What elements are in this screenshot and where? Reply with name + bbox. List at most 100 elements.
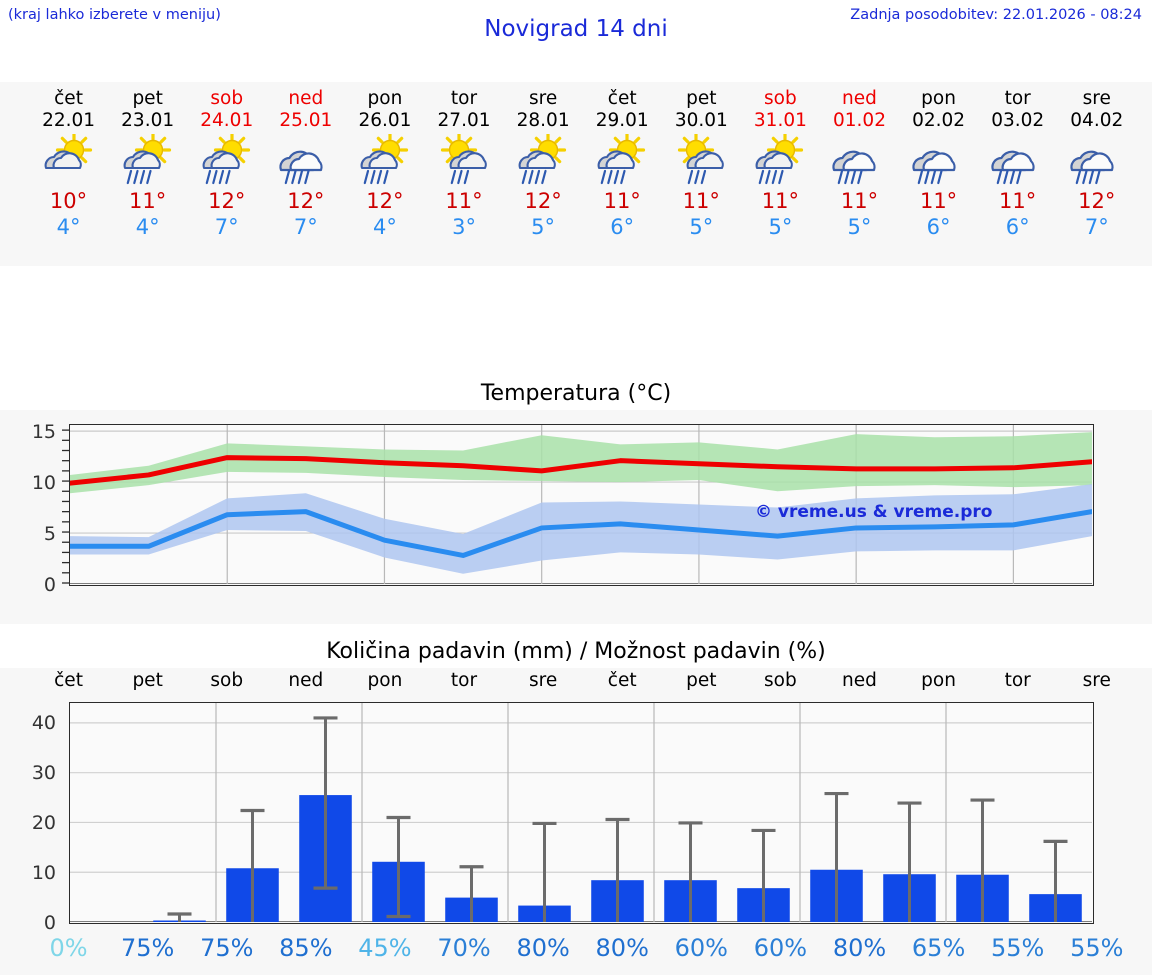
forecast-day-column[interactable]: čet 22.01 10° 4°: [29, 82, 108, 266]
temperature-y-tick-label: 15: [31, 420, 56, 443]
day-date: 01.02: [833, 110, 886, 131]
precipitation-probability-value: 55%: [1070, 934, 1124, 962]
precipitation-probability-value: 75%: [200, 934, 254, 962]
day-name: čet: [54, 88, 83, 109]
day-name: sob: [210, 88, 244, 109]
day-name: sre: [1082, 88, 1111, 109]
day-date: 26.01: [358, 110, 412, 131]
weather-icon-wrapper: [266, 132, 345, 188]
weather-icon-wrapper: [662, 132, 741, 188]
precipitation-day-label: pon: [921, 670, 956, 691]
weather-icon-wrapper: [1057, 132, 1136, 188]
weather-icon-wrapper: [899, 132, 978, 188]
precipitation-probability-value: 80%: [516, 934, 570, 962]
precipitation-y-tick-label: 10: [31, 861, 56, 884]
day-name: sob: [764, 88, 797, 109]
min-temperature: 5°: [768, 215, 793, 239]
precipitation-day-label: pon: [367, 670, 403, 691]
precipitation-probability-value: 60%: [674, 934, 728, 962]
cloud-shape: [991, 150, 1035, 172]
forecast-day-column[interactable]: tor 27.01 11° 3°: [424, 82, 503, 266]
blank-separator: [0, 266, 1152, 378]
sun-cloud-rain-icon: [440, 134, 487, 185]
cloud-shape: [755, 150, 794, 170]
weather-icon-wrapper: [345, 132, 424, 188]
forecast-day-column[interactable]: sre 04.02 12° 7°: [1057, 82, 1136, 266]
rain-cloud-icon: [1070, 150, 1114, 185]
weather-icon-wrapper: [741, 132, 820, 188]
forecast-day-column[interactable]: čet 29.01 11° 6°: [583, 82, 662, 266]
precipitation-probability-value: 45%: [358, 934, 412, 962]
max-temperature: 11°: [129, 189, 167, 213]
precipitation-day-label: čet: [54, 670, 83, 691]
precipitation-y-tick-label: 20: [31, 811, 56, 834]
daily-forecast-columns: čet 22.01 10° 4° pet 23.01 11° 4° sob 24.01 12° 7° n…: [0, 82, 1152, 266]
last-updated-text: Zadnja posodobitev: 22.01.2026 - 08:24: [850, 7, 1142, 23]
sun-behind-rain-cloud-icon: [755, 134, 804, 185]
max-temperature: 12°: [524, 189, 562, 213]
forecast-day-column[interactable]: ned 25.01 12° 7°: [266, 82, 345, 266]
forecast-day-column[interactable]: sre 28.01 12° 5°: [504, 82, 583, 266]
max-temperature: 11°: [682, 189, 720, 213]
min-temperature: 5°: [689, 215, 714, 239]
cloud-shape: [279, 150, 323, 172]
forecast-day-column[interactable]: pon 26.01 12° 4°: [345, 82, 424, 266]
rain-cloud-icon: [991, 150, 1035, 185]
temperature-y-tick-label: 10: [31, 471, 56, 494]
precipitation-chart-section: Količina padavin (mm) / Možnost padavin …: [0, 636, 1152, 975]
cloud-shape: [360, 150, 398, 170]
watermark-text: © vreme.us & vreme.pro: [755, 502, 993, 522]
page-header: (kraj lahko izberete v meniju) Novigrad …: [0, 0, 1152, 60]
precipitation-day-labels: čet pet sob ned pon tor sre čet pet sob ned pon tor s…: [0, 670, 1152, 696]
weather-icon-wrapper: [820, 132, 899, 188]
sun-behind-rain-cloud-icon: [202, 134, 250, 185]
temperature-plot-area: [67, 424, 1095, 586]
precipitation-probability-value: 70%: [437, 934, 491, 962]
precipitation-day-label: čet: [607, 670, 637, 691]
cloud-shape: [1070, 150, 1114, 172]
spacer-column: [0, 670, 29, 696]
min-temperature: 4°: [56, 215, 81, 239]
weather-icon-wrapper: [978, 132, 1057, 188]
forecast-day-column[interactable]: ned 01.02 11° 5°: [820, 82, 899, 266]
day-date: 03.02: [991, 110, 1045, 131]
precipitation-y-tick-label: 30: [31, 762, 56, 785]
cloud-shape: [518, 150, 556, 170]
forecast-day-column[interactable]: sob 31.01 11° 5°: [741, 82, 820, 266]
precipitation-probability-value: 60%: [753, 934, 808, 962]
day-name: ned: [842, 88, 877, 109]
cloud-shape: [449, 150, 487, 170]
min-temperature: 6°: [1005, 215, 1030, 239]
day-name: tor: [450, 88, 478, 109]
cloud-shape: [686, 150, 725, 170]
precipitation-probability-value: 80%: [595, 934, 649, 962]
sun-behind-rain-cloud-icon: [518, 134, 567, 185]
temperature-chart-title: Temperatura (°C): [0, 378, 1152, 410]
rain-cloud-icon: [911, 150, 956, 185]
day-date: 02.02: [912, 110, 966, 131]
precipitation-plot-svg: [70, 703, 1092, 923]
day-date: 28.01: [516, 110, 570, 131]
forecast-day-column[interactable]: tor 03.02 11° 6°: [978, 82, 1057, 266]
precipitation-y-tick-label: 40: [31, 712, 56, 735]
rain-cloud-icon: [832, 150, 877, 185]
temperature-y-tick-label: 0: [43, 573, 56, 596]
menu-hint-text: (kraj lahko izberete v meniju): [8, 7, 221, 23]
day-date: 30.01: [674, 110, 728, 131]
forecast-day-column[interactable]: pet 30.01 11° 5°: [662, 82, 741, 266]
day-date: 22.01: [42, 110, 96, 131]
cloud-shape: [832, 150, 877, 172]
min-temperature: 3°: [452, 215, 476, 239]
precipitation-day-label: sob: [210, 670, 244, 691]
forecast-day-column[interactable]: sob 24.01 12° 7°: [187, 82, 266, 266]
weather-icon-wrapper: [187, 132, 266, 188]
day-name: pon: [367, 88, 403, 109]
precipitation-day-label: ned: [842, 670, 877, 691]
min-temperature: 5°: [847, 215, 872, 239]
day-name: sre: [528, 88, 558, 109]
forecast-day-column[interactable]: pon 02.02 11° 6°: [899, 82, 978, 266]
day-date: 24.01: [200, 110, 254, 131]
temperature-y-tick-label: 5: [43, 522, 56, 545]
temperature-plot-svg: [67, 425, 1095, 585]
forecast-day-column[interactable]: pet 23.01 11° 4°: [108, 82, 187, 266]
